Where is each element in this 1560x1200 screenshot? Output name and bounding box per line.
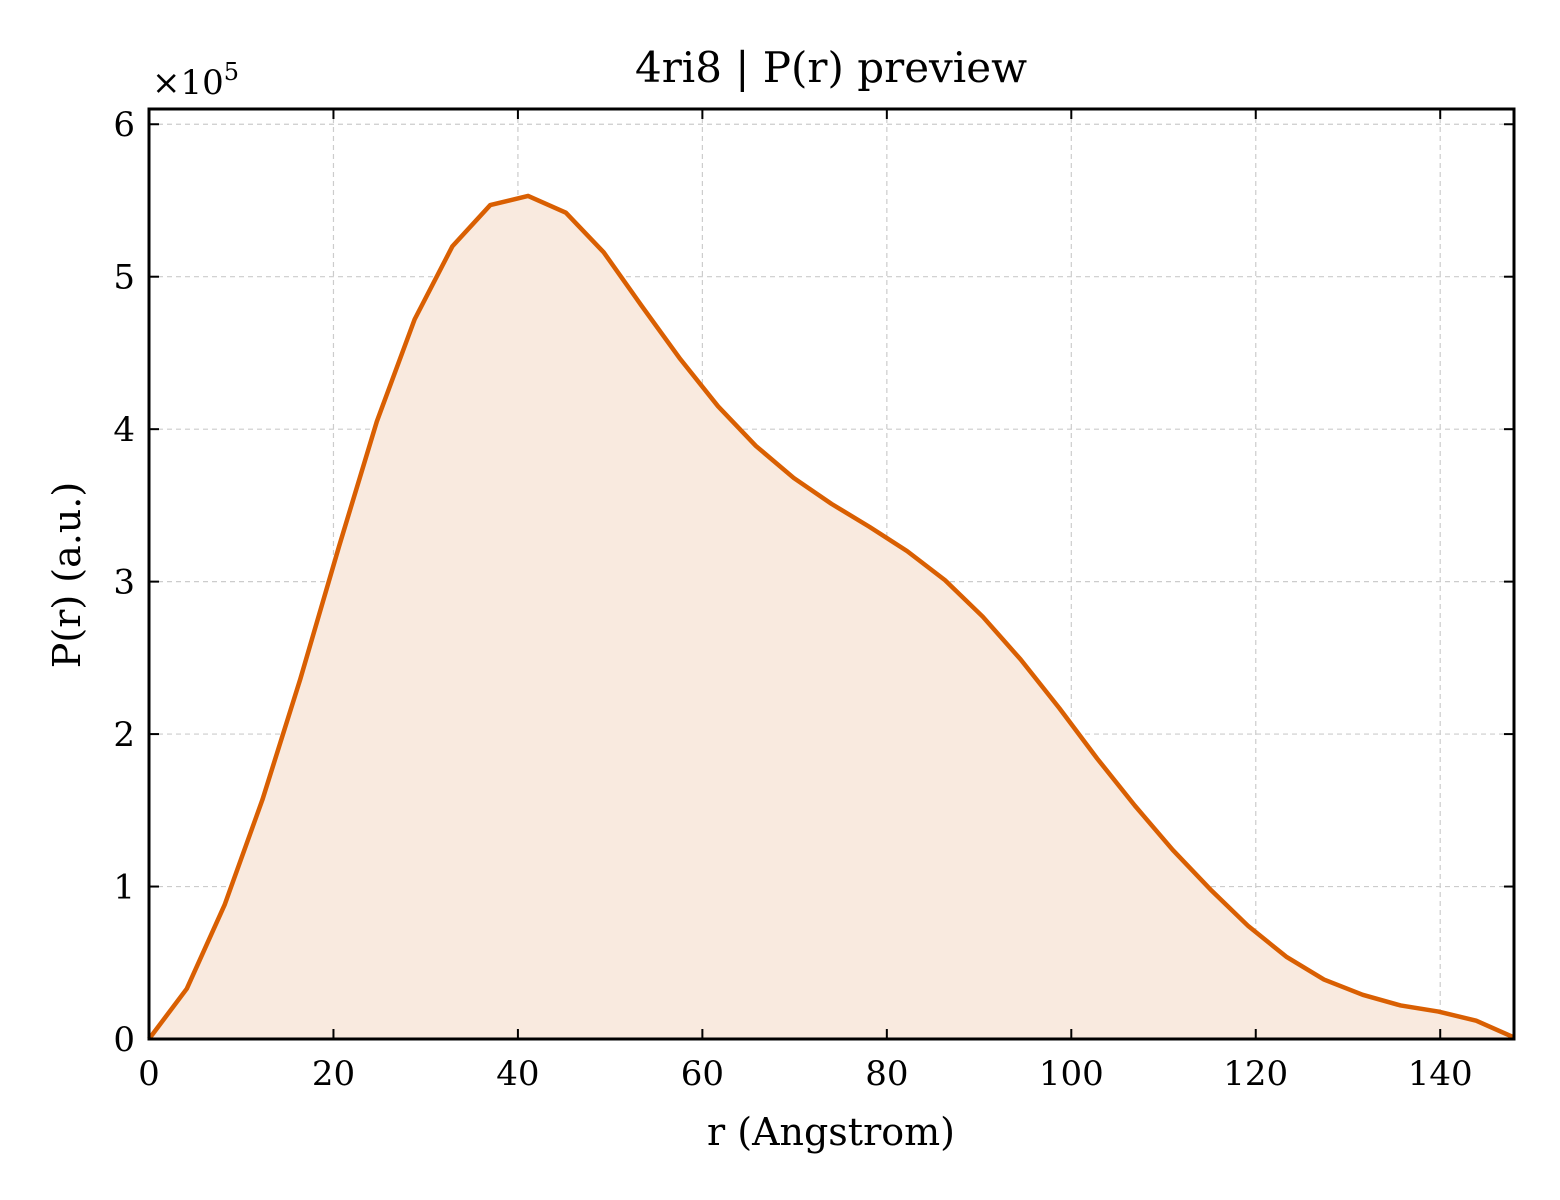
y-tick-label: 1 — [113, 868, 135, 908]
x-tick-label: 20 — [312, 1054, 355, 1094]
x-tick-label: 80 — [865, 1054, 908, 1094]
y-tick-label: 3 — [113, 563, 135, 603]
y-tick-label: 6 — [113, 105, 135, 145]
x-axis-ticks: 0 20 40 60 80 100 120 140 — [138, 109, 1473, 1094]
series-line — [147, 193, 1515, 1041]
x-tick-label: 120 — [1223, 1054, 1288, 1094]
y-multiplier-exponent: 5 — [224, 58, 239, 86]
y-tick-label: 2 — [113, 715, 135, 755]
y-tick-label: 4 — [113, 410, 135, 450]
x-tick-label: 0 — [138, 1054, 160, 1094]
plot-frame — [147, 107, 1516, 1041]
y-multiplier: ×105 — [152, 58, 239, 103]
x-tick-label: 100 — [1039, 1054, 1104, 1094]
y-tick-label: 0 — [113, 1020, 135, 1060]
chart-title: 4ri8 | P(r) preview — [635, 43, 1027, 92]
area-fill — [149, 195, 1514, 1039]
y-axis-label: P(r) (a.u.) — [45, 482, 89, 668]
x-axis-label: r (Angstrom) — [707, 1110, 955, 1154]
x-tick-label: 40 — [496, 1054, 539, 1094]
y-tick-label: 5 — [113, 258, 135, 298]
x-tick-label: 60 — [681, 1054, 724, 1094]
x-tick-label: 140 — [1408, 1054, 1473, 1094]
y-axis-ticks: 0 1 2 3 4 5 6 — [113, 105, 1514, 1060]
y-multiplier-base: ×10 — [152, 63, 224, 103]
